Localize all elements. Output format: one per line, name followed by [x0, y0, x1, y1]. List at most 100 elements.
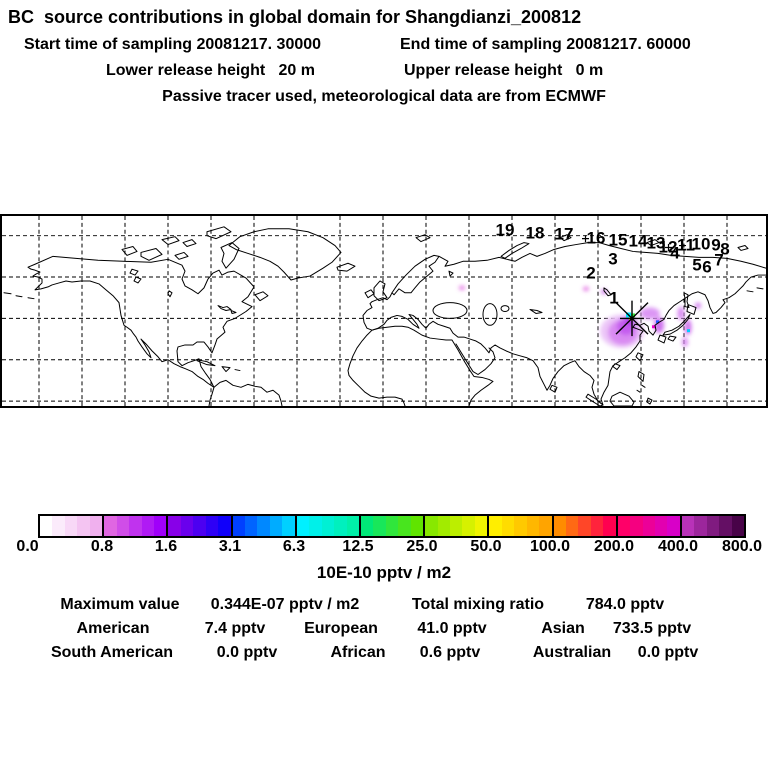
- colorbar-cell: [360, 516, 374, 536]
- colorbar-cell: [617, 516, 631, 536]
- colorbar-segment: [487, 516, 552, 536]
- trajectory-point-label-11: 11: [677, 235, 695, 255]
- colorbar-cell: [539, 516, 552, 536]
- station-marker-icon: [615, 300, 649, 337]
- colorbar-cell: [205, 516, 219, 536]
- colorbar-tick: 0.8: [90, 538, 114, 555]
- colorbar-cell: [52, 516, 65, 536]
- trajectory-point-label-19: 19: [495, 220, 515, 240]
- colorbar-cell: [655, 516, 668, 536]
- colorbar-cell: [474, 516, 488, 536]
- colorbar-tick: 3.1: [218, 538, 242, 555]
- american-label: American: [76, 620, 150, 637]
- colorbar-cell: [410, 516, 424, 536]
- trajectory-point-label-10: 10: [691, 234, 711, 254]
- colorbar-cell: [153, 516, 167, 536]
- colorbar-cell: [309, 516, 322, 536]
- colorbar-tick: 0.0: [16, 538, 39, 555]
- lower-release-label: Lower release height 20 m: [106, 62, 315, 79]
- colorbar-tick: 100.0: [529, 538, 571, 555]
- colorbar-segment: [615, 516, 680, 536]
- colorbar-cell: [269, 516, 283, 536]
- trajectory-point-label-4: 4: [670, 243, 680, 263]
- start-time-label: Start time of sampling 20081217. 30000: [24, 36, 322, 53]
- colorbar-cell: [462, 516, 475, 536]
- trajectory-point-label-1: 1: [609, 288, 619, 308]
- asian-value: 733.5 pptv: [612, 620, 692, 637]
- african-label: African: [330, 644, 386, 661]
- colorbar-segment: [230, 516, 295, 536]
- graticule-grid: [2, 216, 766, 406]
- total-mixing-ratio-value: 784.0 pptv: [585, 596, 665, 613]
- trajectory-plus-marks: [582, 235, 686, 251]
- upper-release-label: Upper release height 0 m: [404, 62, 604, 79]
- colorbar-segment: [102, 516, 167, 536]
- colorbar-cell: [437, 516, 450, 536]
- european-label: European: [304, 620, 378, 637]
- colorbar-cell: [116, 516, 130, 536]
- colorbar-tick: 12.5: [342, 538, 374, 555]
- colorbar-cell: [89, 516, 103, 536]
- trajectory-point-label-18: 18: [525, 223, 545, 243]
- colorbar-tick: 200.0: [593, 538, 635, 555]
- colorbar: [38, 514, 746, 538]
- trajectory-point-label-8: 8: [720, 239, 730, 259]
- trajectory-point-label-16: 16: [586, 228, 606, 248]
- maximum-value: 0.344E-07 pptv / m2: [210, 596, 360, 613]
- south-american-label: South American: [50, 644, 174, 661]
- colorbar-cell: [398, 516, 411, 536]
- colorbar-cell: [334, 516, 347, 536]
- colorbar-cell: [373, 516, 386, 536]
- colorbar-tick-labels: 0.0 0.8 1.6 3.1 6.3 12.5 25.0 50.0 100.0…: [16, 538, 762, 556]
- trajectory-point-label-14: 14: [628, 231, 648, 251]
- colorbar-cell: [296, 516, 310, 536]
- colorbar-tick: 25.0: [406, 538, 438, 555]
- colorbar-tick: 50.0: [470, 538, 502, 555]
- map-graphic: [2, 216, 766, 406]
- australian-value: 0.0 pptv: [637, 644, 699, 661]
- colorbar-cell: [40, 516, 53, 536]
- maximum-value-label: Maximum value: [60, 596, 180, 613]
- colorbar-cell: [218, 516, 231, 536]
- colorbar-cell: [141, 516, 154, 536]
- trajectory-point-label-5: 5: [692, 255, 702, 275]
- american-value: 7.4 pptv: [204, 620, 266, 637]
- colorbar-cell: [681, 516, 695, 536]
- colorbar-segment: [294, 516, 359, 536]
- colorbar-cell: [346, 516, 359, 536]
- colorbar-cell: [245, 516, 258, 536]
- australian-label: Australian: [532, 644, 612, 661]
- colorbar-cell: [129, 516, 142, 536]
- colorbar-cell: [694, 516, 707, 536]
- colorbar-cell: [553, 516, 566, 536]
- colorbar-tick: 6.3: [282, 538, 306, 555]
- colorbar-segment: [679, 516, 745, 536]
- colorbar-cell: [667, 516, 680, 536]
- colorbar-cell: [180, 516, 194, 536]
- trajectory-point-label-15: 15: [608, 230, 628, 250]
- african-value: 0.6 pptv: [419, 644, 481, 661]
- colorbar-cell: [193, 516, 206, 536]
- colorbar-cell: [321, 516, 335, 536]
- trajectory-point-label-2: 2: [586, 263, 596, 283]
- colorbar-cell: [526, 516, 540, 536]
- colorbar-cell: [642, 516, 655, 536]
- colorbar-segment: [40, 516, 103, 536]
- colorbar-cell: [385, 516, 399, 536]
- colorbar-cell: [501, 516, 515, 536]
- colorbar-cell: [450, 516, 463, 536]
- end-time-label: End time of sampling 20081217. 60000: [400, 36, 691, 53]
- colorbar-cell: [590, 516, 604, 536]
- colorbar-segment: [551, 516, 616, 536]
- colorbar-cell: [578, 516, 591, 536]
- colorbar-cell: [425, 516, 438, 536]
- colorbar-cell: [514, 516, 527, 536]
- world-map: 1 2 3 4 5 6 7 8 9 10 11 12 13 14 15 16 17 18 19: [0, 214, 768, 408]
- page-title: BC source contributions in global domain…: [8, 7, 582, 27]
- trajectory-point-label-3: 3: [608, 249, 618, 269]
- colorbar-segment: [423, 516, 488, 536]
- trajectory-point-label-12: 12: [658, 237, 678, 257]
- colorbar-cell: [232, 516, 245, 536]
- south-american-value: 0.0 pptv: [216, 644, 278, 661]
